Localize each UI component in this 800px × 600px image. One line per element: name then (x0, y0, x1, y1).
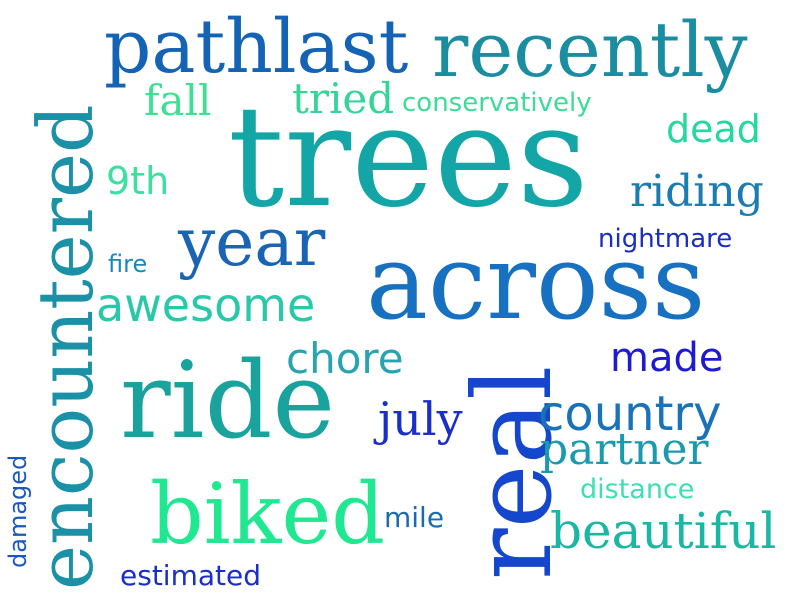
word-chore: chore (286, 334, 404, 383)
word-july: july (378, 392, 463, 446)
word-tried: tried (292, 74, 395, 123)
word-conservatively: conservatively (402, 88, 592, 118)
word-partner: partner (540, 424, 709, 475)
word-distance: distance (580, 474, 695, 505)
word-country: country (538, 386, 722, 442)
word-nightmare: nightmare (598, 224, 733, 254)
word-year: year (178, 204, 326, 281)
word-damaged: damaged (4, 454, 32, 568)
word-made: made (610, 335, 724, 381)
word-9th: 9th (106, 159, 170, 203)
word-dead: dead (666, 107, 761, 151)
word-encountered: encountered (21, 104, 110, 590)
word-trees: trees (228, 76, 589, 239)
word-mile: mile (384, 501, 445, 534)
word-fire: fire (108, 250, 148, 278)
word-beautiful: beautiful (550, 502, 777, 560)
word-across: across (366, 221, 706, 343)
word-recently: recently (432, 5, 748, 94)
word-pathlast: pathlast (104, 4, 409, 90)
word-biked: biked (150, 465, 386, 563)
word-fall: fall (144, 76, 212, 125)
word-awesome: awesome (96, 278, 316, 332)
word-riding: riding (630, 166, 764, 217)
word-ride: ride (120, 339, 336, 462)
word-estimated: estimated (120, 559, 261, 592)
